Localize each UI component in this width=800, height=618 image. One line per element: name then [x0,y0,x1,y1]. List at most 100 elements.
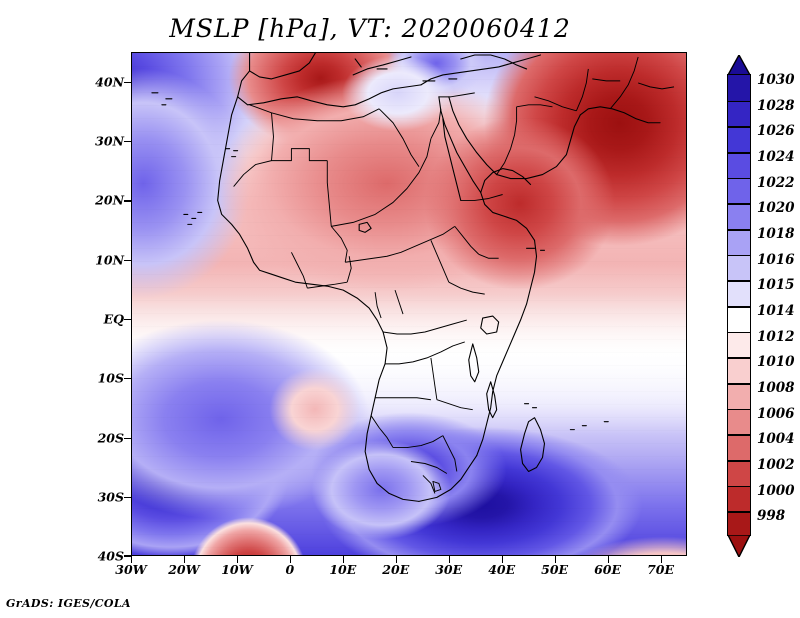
x-tick-mark [555,556,557,563]
map-plot-area[interactable] [131,52,687,556]
colorbar-tick-label: 1015 [757,277,795,294]
y-tick-mark [124,318,131,320]
colorbar-segment [728,306,750,332]
colorbar-tick-label: 1000 [757,482,795,499]
colorbar-segment [728,460,750,486]
x-tick-label: 10E [329,562,357,577]
y-axis: 40N 30N 20N 10N EQ 10S 20S 30S 40S [88,52,124,563]
y-tick-mark [124,200,131,202]
colorbar-divider [728,306,750,308]
colorbar-segment [728,203,750,229]
colorbar-segment [728,177,750,204]
footer-credit: GrADS: IGES/COLA [6,597,131,610]
colorbar-segment [728,331,750,358]
colorbar-tick-label: 1014 [757,303,795,319]
colorbar-segment [728,229,750,255]
x-tick-mark [502,556,504,563]
x-tick-label: 20E [382,562,410,577]
x-tick-label: 60E [594,562,622,577]
colorbar-divider [728,460,750,462]
x-tick-label: 70E [647,562,674,577]
colorbar-tick-label: 1004 [757,431,795,448]
colorbar-divider [728,100,750,103]
colorbar-tick-label: 1028 [757,97,795,114]
colorbar-divider [728,331,750,334]
colorbar-tick-label: 1030 [757,72,795,88]
colorbar-divider [728,203,750,205]
colorbar-segment [728,254,750,281]
y-tick-label: 10N [95,252,124,268]
colorbar-divider [728,254,750,257]
y-tick-mark [124,140,131,143]
colorbar-divider [728,434,750,436]
y-tick-label: 30S [97,489,124,505]
colorbar-tick-label: 1020 [757,200,795,217]
colorbar-segment [728,511,750,537]
x-tick-mark [290,556,292,563]
colorbar-divider [728,357,750,359]
colorbar-divider [728,511,750,513]
colorbar-divider [728,152,750,154]
y-tick-label: 20N [95,192,124,208]
x-axis: 30W 20W 10W 0 10E 20E 30E 40E 50E 60E 70… [115,562,687,582]
colorbar[interactable] [727,74,751,537]
colorbar-tick-label: 1024 [757,149,795,165]
x-tick-label: 0 [285,562,295,577]
y-tick-mark [124,378,131,380]
y-tick-label: 20S [97,430,124,446]
y-tick-mark [124,555,131,557]
mslp-contour-field [132,53,686,555]
colorbar-segment [728,100,750,127]
colorbar-segment [728,75,750,101]
colorbar-divider [728,229,750,231]
colorbar-segment [728,434,750,460]
colorbar-divider [728,280,750,282]
x-tick-label: 10W [221,562,253,577]
x-tick-mark [184,556,186,563]
colorbar-tick-label: 998 [757,508,786,525]
x-tick-label: 30W [115,562,147,577]
colorbar-under-arrow [727,535,751,557]
colorbar-divider [728,126,750,128]
x-tick-label: 50E [541,562,569,577]
coastline-overlay [151,53,675,502]
colorbar-tick-label: 1010 [757,354,795,371]
colorbar-segment [728,383,750,409]
y-tick-mark [124,259,131,261]
y-tick-label: 40N [95,74,124,90]
y-tick-mark [124,496,131,498]
x-tick-mark [237,556,239,563]
x-tick-label: 30E [435,562,463,577]
x-tick-mark [131,556,133,563]
x-tick-mark [449,556,451,563]
colorbar-divider [728,177,750,180]
colorbar-tick-label: 1012 [757,328,795,345]
colorbar-tick-label: 1022 [757,174,795,191]
x-tick-mark [608,556,610,563]
y-tick-label: EQ [103,311,124,327]
colorbar-segment [728,357,750,383]
colorbar-segment [728,152,750,178]
colorbar-segment [728,408,750,435]
colorbar-over-arrow [727,55,751,75]
colorbar-divider [728,485,750,488]
colorbar-tick-label: 1026 [757,123,795,140]
y-tick-mark [124,81,131,84]
y-tick-label: 40S [97,548,124,564]
colorbar-tick-label: 1002 [757,457,795,473]
colorbar-tick-label: 1016 [757,251,795,268]
colorbar-tick-label: 1018 [757,226,795,242]
colorbar-segment [728,485,750,512]
colorbar-divider [728,408,750,411]
x-tick-mark [343,556,345,563]
colorbar-segment [728,126,750,152]
field-band-texture [132,53,686,555]
x-tick-label: 20W [168,562,200,577]
field-angola-pink [132,53,686,555]
colorbar-tick-label: 1006 [757,405,795,422]
page-title: MSLP [hPa], VT: 2020060412 [169,14,571,43]
y-tick-mark [124,437,131,439]
x-tick-mark [661,556,663,563]
x-tick-mark [396,556,398,563]
colorbar-divider [728,383,750,385]
